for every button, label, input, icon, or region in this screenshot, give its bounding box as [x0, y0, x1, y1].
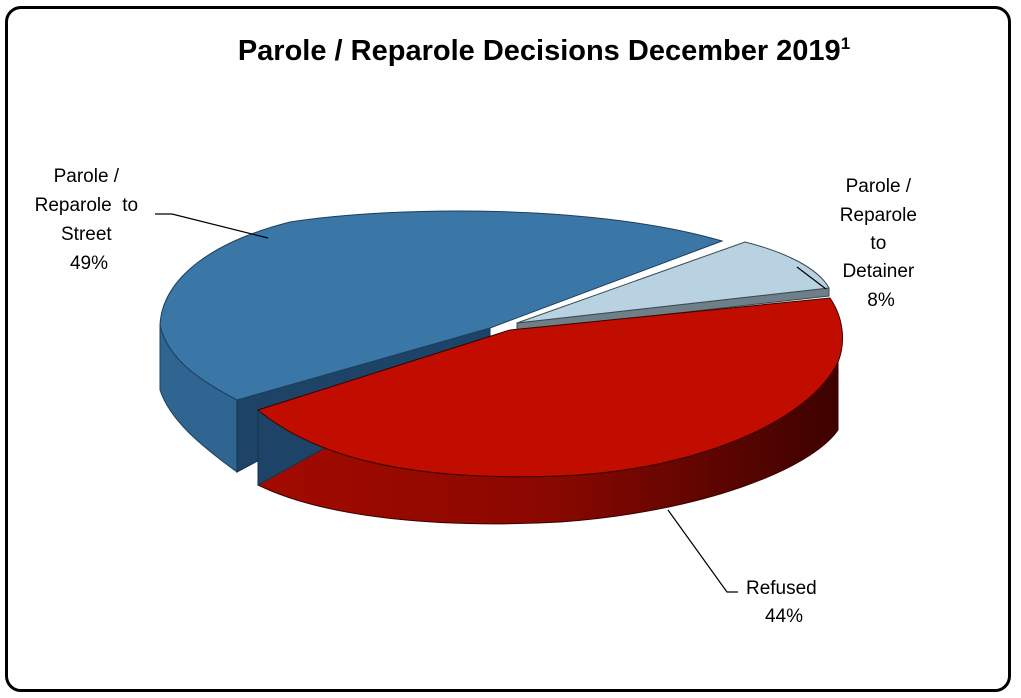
leader-line-detainer	[796, 266, 827, 290]
slice-label-refused: Refused 44%	[746, 578, 822, 627]
slice-pct-detainer: 8%	[867, 290, 895, 311]
slice-pct-refused: 44%	[765, 606, 803, 627]
slice-street-top	[159, 210, 724, 401]
slice-label-street: Parole / Reparole to Street 49%	[35, 166, 144, 274]
slice-label-detainer: Parole / Reparole to Detainer 8%	[840, 176, 922, 311]
leader-line-street	[155, 213, 269, 239]
slice-refused	[256, 297, 843, 525]
slice-refused-top	[256, 297, 843, 478]
slice-pct-street: 49%	[70, 253, 108, 274]
slice-detainer-top	[516, 241, 830, 324]
chart-title: Parole / Reparole Decisions December 201…	[238, 34, 850, 67]
leader-line-refused	[667, 509, 738, 593]
slice-detainer	[516, 241, 830, 332]
